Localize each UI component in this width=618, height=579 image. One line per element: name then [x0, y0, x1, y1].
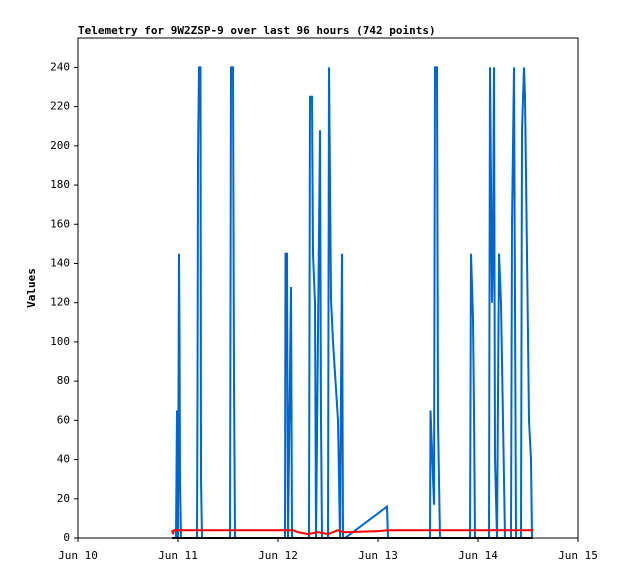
y-tick-label: 20 — [57, 492, 70, 505]
y-tick-label: 40 — [57, 453, 70, 466]
y-tick-label: 180 — [50, 178, 70, 191]
x-tick-label: Jun 11 — [158, 549, 198, 562]
chart-title: Telemetry for 9W2ZSP-9 over last 96 hour… — [78, 24, 436, 37]
y-tick-label: 100 — [50, 335, 70, 348]
y-tick-label: 160 — [50, 217, 70, 230]
y-tick-label: 80 — [57, 374, 70, 387]
series-line — [171, 529, 533, 536]
x-tick-label: Jun 14 — [458, 549, 498, 562]
y-tick-label: 240 — [50, 60, 70, 73]
series-line — [172, 66, 533, 539]
x-tick-label: Jun 15 — [558, 549, 598, 562]
y-tick-label: 60 — [57, 413, 70, 426]
x-tick-label: Jun 13 — [358, 549, 398, 562]
y-tick-label: 200 — [50, 139, 70, 152]
y-tick-label: 120 — [50, 296, 70, 309]
y-tick-label: 220 — [50, 100, 70, 113]
y-tick-label: 0 — [63, 531, 70, 544]
x-tick-label: Jun 10 — [58, 549, 98, 562]
y-axis-label: Values — [25, 268, 38, 308]
x-tick-label: Jun 12 — [258, 549, 298, 562]
y-tick-label: 140 — [50, 256, 70, 269]
